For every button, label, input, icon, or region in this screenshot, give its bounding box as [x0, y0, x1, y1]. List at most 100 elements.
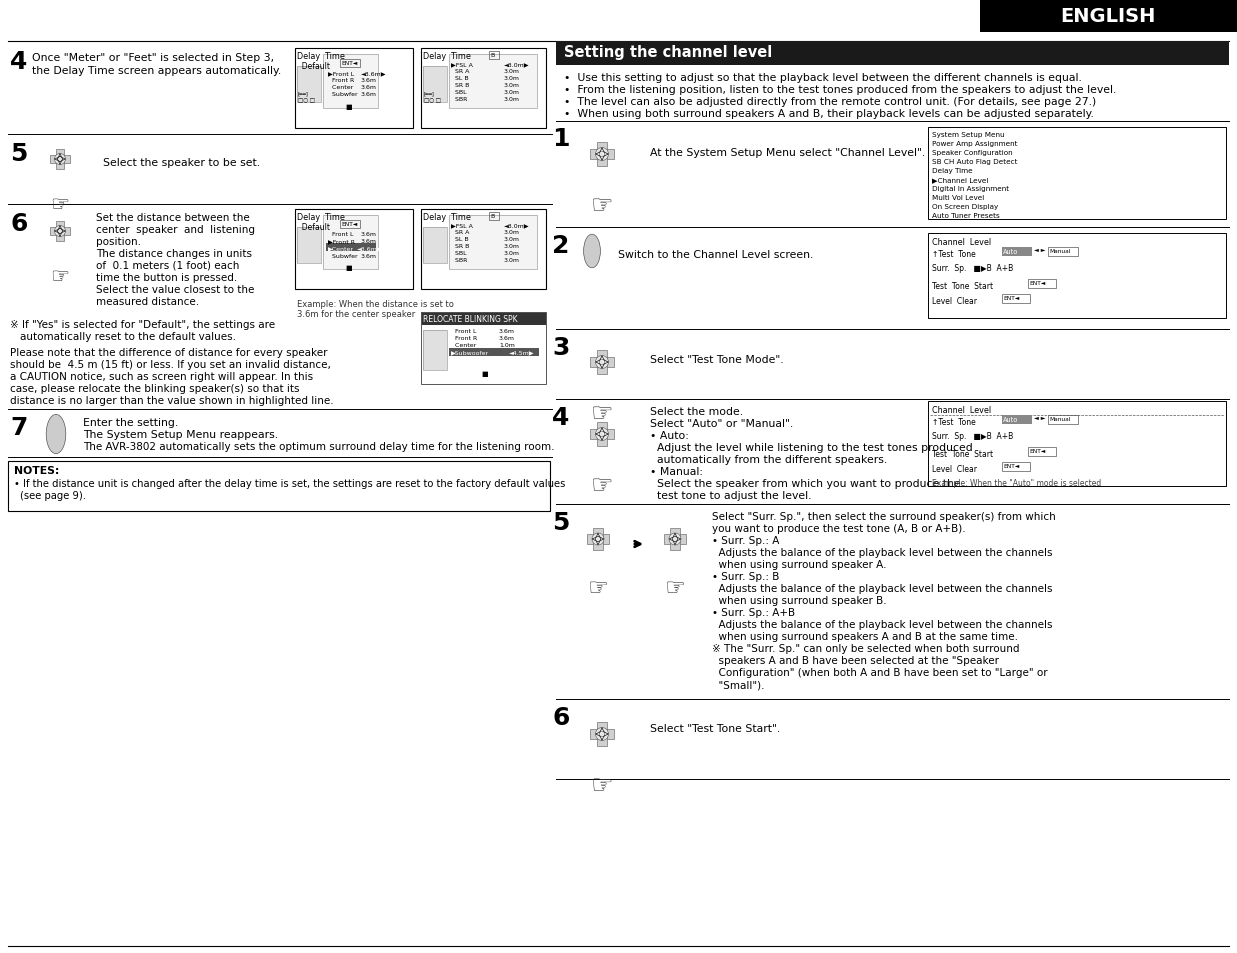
Text: 3: 3: [552, 335, 569, 359]
Bar: [928, 401, 1226, 486]
Text: ☞: ☞: [588, 577, 609, 599]
Bar: [449, 215, 537, 270]
Bar: [423, 331, 447, 371]
Ellipse shape: [584, 235, 600, 269]
Text: a CAUTION notice, such as screen right will appear. In this: a CAUTION notice, such as screen right w…: [10, 372, 313, 381]
Text: On Screen Display: On Screen Display: [931, 204, 998, 210]
Circle shape: [669, 534, 682, 545]
Text: 3.0m: 3.0m: [503, 90, 520, 95]
Text: "Small").: "Small").: [713, 679, 764, 689]
Text: when using surround speakers A and B at the same time.: when using surround speakers A and B at …: [713, 631, 1018, 641]
Text: 3.6m: 3.6m: [499, 329, 515, 334]
Text: when using surround speaker A.: when using surround speaker A.: [713, 559, 887, 569]
Text: Center: Center: [328, 85, 354, 90]
Text: ▶Center: ▶Center: [328, 246, 354, 251]
Text: • Surr. Sp.: A+B: • Surr. Sp.: A+B: [713, 607, 795, 618]
Text: when using surround speaker B.: when using surround speaker B.: [713, 596, 887, 605]
Bar: [449, 55, 537, 109]
Text: automatically reset to the default values.: automatically reset to the default value…: [20, 332, 236, 341]
Bar: [555, 42, 1230, 66]
Text: SR A: SR A: [452, 69, 469, 74]
Ellipse shape: [46, 415, 66, 455]
Text: The System Setup Menu reappears.: The System Setup Menu reappears.: [83, 430, 278, 439]
FancyArrow shape: [597, 351, 607, 361]
Bar: [323, 55, 379, 109]
Bar: [340, 60, 360, 68]
Text: ENT◄: ENT◄: [341, 222, 357, 227]
Text: Channel  Level: Channel Level: [931, 406, 991, 415]
Text: should be  4.5 m (15 ft) or less. If you set an invalid distance,: should be 4.5 m (15 ft) or less. If you …: [10, 359, 330, 370]
Bar: [1002, 294, 1030, 304]
Text: ※ If "Yes" is selected for "Default", the settings are: ※ If "Yes" is selected for "Default", th…: [10, 319, 275, 330]
Text: Select "Test Tone Mode".: Select "Test Tone Mode".: [649, 355, 783, 365]
FancyArrow shape: [51, 155, 58, 164]
FancyArrow shape: [594, 529, 602, 537]
Circle shape: [595, 149, 609, 161]
Text: • Auto:: • Auto:: [649, 431, 689, 440]
Text: Subwfer: Subwfer: [328, 253, 357, 258]
Text: 6: 6: [552, 705, 569, 729]
Text: SR A: SR A: [452, 230, 469, 234]
Text: SR B: SR B: [452, 244, 469, 249]
Text: 3.6m: 3.6m: [499, 335, 515, 340]
Text: time the button is pressed.: time the button is pressed.: [96, 273, 238, 283]
Bar: [449, 349, 539, 356]
Text: [══]: [══]: [424, 91, 435, 96]
Text: 3.6m: 3.6m: [361, 78, 377, 83]
Bar: [294, 210, 413, 290]
Text: Select the speaker to be set.: Select the speaker to be set.: [103, 158, 260, 168]
Text: 4: 4: [552, 406, 569, 430]
Bar: [297, 228, 320, 264]
Text: Manual: Manual: [1049, 249, 1070, 253]
Text: Select "Auto" or "Manual".: Select "Auto" or "Manual".: [649, 418, 793, 429]
Text: Delay  Time: Delay Time: [423, 213, 471, 222]
Text: ↑Test  Tone: ↑Test Tone: [931, 417, 976, 427]
Text: Front R: Front R: [452, 335, 477, 340]
Text: Test  Tone  Start: Test Tone Start: [931, 282, 993, 291]
Text: •  Use this setting to adjust so that the playback level between the different c: • Use this setting to adjust so that the…: [564, 73, 1082, 83]
Text: Delay  Time: Delay Time: [297, 213, 345, 222]
Text: center  speaker  and  listening: center speaker and listening: [96, 225, 255, 234]
FancyArrow shape: [590, 729, 600, 740]
Text: 3.0m: 3.0m: [503, 69, 520, 74]
Text: Center: Center: [452, 343, 476, 348]
Text: ☞: ☞: [591, 773, 614, 797]
Bar: [421, 49, 546, 129]
FancyArrow shape: [590, 357, 600, 368]
Text: ☞: ☞: [591, 401, 614, 426]
Text: Subwfer: Subwfer: [328, 91, 357, 97]
Bar: [449, 55, 537, 109]
Text: ◄ ►: ◄ ►: [1034, 416, 1045, 420]
Text: 3.6m: 3.6m: [361, 91, 377, 97]
Circle shape: [54, 154, 66, 165]
Text: Level  Clear: Level Clear: [931, 464, 977, 474]
Bar: [297, 67, 320, 103]
Text: ◄ ►: ◄ ►: [1034, 248, 1045, 253]
Text: 3.6m: 3.6m: [361, 232, 377, 236]
Text: The AVR-3802 automatically sets the optimum surround delay time for the listenin: The AVR-3802 automatically sets the opti…: [83, 441, 554, 452]
Bar: [449, 215, 537, 270]
Text: 3.0m: 3.0m: [503, 244, 520, 249]
Text: Set the distance between the: Set the distance between the: [96, 213, 250, 223]
Text: Select "Surr. Sp.", then select the surround speaker(s) from which: Select "Surr. Sp.", then select the surr…: [713, 512, 1055, 521]
Text: ENT◄: ENT◄: [341, 61, 357, 66]
Bar: [423, 228, 447, 264]
Text: Auto Tuner Presets: Auto Tuner Presets: [931, 213, 999, 219]
Text: Select "Test Tone Start".: Select "Test Tone Start".: [649, 723, 781, 733]
Text: measured distance.: measured distance.: [96, 296, 199, 307]
Text: Select the speaker from which you want to produce the: Select the speaker from which you want t…: [649, 478, 961, 489]
Text: ▶Channel Level: ▶Channel Level: [931, 177, 988, 183]
FancyArrow shape: [604, 150, 614, 160]
Text: test tone to adjust the level.: test tone to adjust the level.: [649, 491, 811, 500]
Text: 5: 5: [10, 142, 27, 166]
Text: SB CH Auto Flag Detect: SB CH Auto Flag Detect: [931, 159, 1018, 165]
Text: position.: position.: [96, 236, 141, 247]
FancyArrow shape: [604, 729, 614, 740]
Text: ◄3.6m▶: ◄3.6m▶: [361, 71, 386, 76]
Bar: [423, 331, 447, 371]
Text: ■: ■: [345, 104, 351, 110]
FancyArrow shape: [56, 233, 64, 242]
Text: ■: ■: [345, 265, 351, 271]
Bar: [928, 233, 1226, 318]
Bar: [423, 67, 447, 103]
